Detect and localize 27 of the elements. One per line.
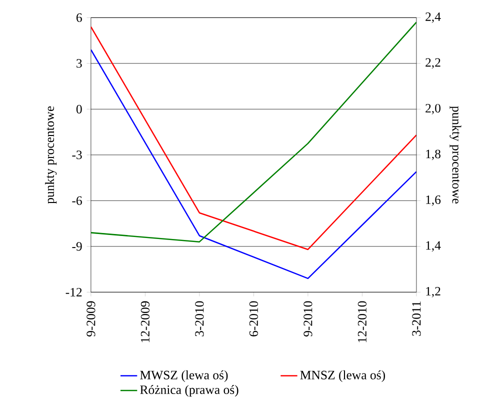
y-axis-title: punkty procentowe	[45, 106, 57, 204]
y2-tick-label: 2,0	[426, 104, 440, 115]
y-tick-label: -6	[72, 196, 82, 206]
x-tick-label: 9-2009	[86, 301, 96, 337]
legend-label: Różnica (prawa oś)	[140, 385, 238, 397]
x-tick-label: 3-2010	[195, 301, 204, 336]
x-tick-label: 12-2010	[358, 301, 366, 342]
y-tick-label: 6	[76, 14, 82, 22]
x-tick-label: 6-2010	[249, 301, 258, 337]
y2-tick-label: 1,4	[426, 241, 441, 252]
x-tick-label: 9-2010	[304, 301, 312, 337]
legend-label: MWSZ (lewa oś)	[140, 370, 228, 382]
y2-tick-label: 2,2	[426, 58, 440, 69]
y-tick-label: -12	[66, 288, 82, 297]
y-tick-label: -3	[72, 150, 82, 160]
y-tick-label: 3	[76, 59, 82, 68]
line-series	[90, 49, 416, 280]
y2-tick-label: 1,2	[426, 287, 440, 298]
x-tick-label: 3-2011	[412, 302, 421, 336]
x-tick-label: 12-2009	[140, 301, 150, 342]
y2-tick-label: 1,6	[426, 196, 441, 206]
y-tick-label: -9	[72, 242, 82, 251]
y-tick-label: 0	[76, 105, 82, 114]
y2-axis-title: punkty procentowe	[450, 106, 462, 204]
legend-label: MNSZ (lewa oś)	[300, 370, 386, 382]
y2-tick-label: 1,8	[426, 150, 440, 160]
y2-tick-label: 2,4	[426, 12, 441, 24]
